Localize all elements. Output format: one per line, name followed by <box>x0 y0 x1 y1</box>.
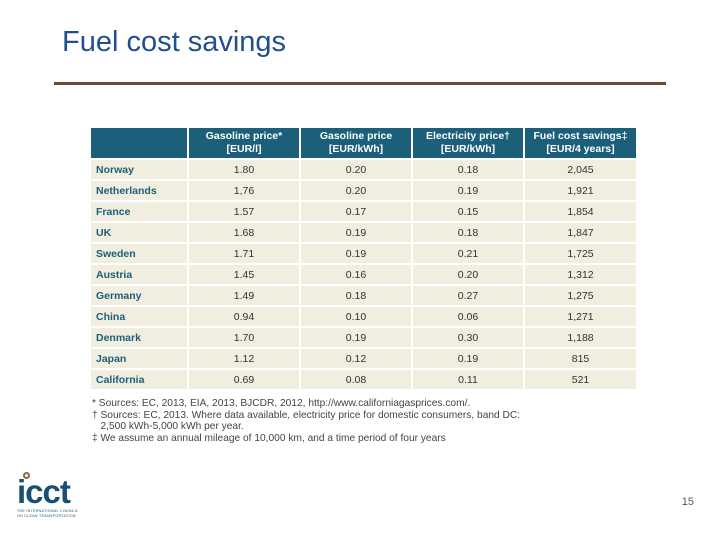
header-label: Electricity price† <box>425 130 511 142</box>
table-cell: 2,045 <box>525 160 636 179</box>
title-divider <box>54 82 666 85</box>
header-unit: [EUR/kWh] <box>440 143 496 155</box>
header-unit: [EUR/l] <box>226 143 262 155</box>
table-cell: 0.27 <box>413 286 523 305</box>
table-cell: 0.18 <box>301 286 411 305</box>
country-cell: Netherlands <box>91 181 187 200</box>
table-cell: 0.16 <box>301 265 411 284</box>
table-cell: 1,847 <box>525 223 636 242</box>
table-cell: 1,76 <box>189 181 299 200</box>
country-cell: California <box>91 370 187 389</box>
footnote-gasoline-sources: * Sources: EC, 2013, EIA, 2013, BJCDR, 2… <box>92 398 471 409</box>
header-unit: [EUR/4 years] <box>546 143 615 155</box>
table-cell: 0.19 <box>301 223 411 242</box>
table-cell: 815 <box>525 349 636 368</box>
slide-title: Fuel cost savings <box>62 26 287 58</box>
table-cell: 0.17 <box>301 202 411 221</box>
header-label: Gasoline price* <box>205 130 283 142</box>
table-cell: 1.49 <box>189 286 299 305</box>
table-header-row: Gasoline price* [EUR/l] Gasoline price [… <box>91 128 636 158</box>
header-unit: [EUR/kWh] <box>328 143 384 155</box>
country-cell: France <box>91 202 187 221</box>
table-cell: 0.08 <box>301 370 411 389</box>
table-row: UK 1.68 0.19 0.18 1,847 <box>91 223 636 242</box>
country-cell: Norway <box>91 160 187 179</box>
table-cell: 0.20 <box>301 181 411 200</box>
table-cell: 1,854 <box>525 202 636 221</box>
country-cell: Denmark <box>91 328 187 347</box>
table-row: France 1.57 0.17 0.15 1,854 <box>91 202 636 221</box>
table-cell: 0.20 <box>301 160 411 179</box>
table-row: China 0.94 0.10 0.06 1,271 <box>91 307 636 326</box>
footnote-electricity-sources: † Sources: EC, 2013. Where data availabl… <box>92 409 521 421</box>
table-cell: 1.12 <box>189 349 299 368</box>
table-cell: 0.19 <box>301 328 411 347</box>
table-row: Netherlands 1,76 0.20 0.19 1,921 <box>91 181 636 200</box>
table-cell: 1,921 <box>525 181 636 200</box>
country-cell: Sweden <box>91 244 187 263</box>
table-cell: 1.45 <box>189 265 299 284</box>
footnote-electricity-band: 2,500 kWh-5,000 kWh per year. <box>92 421 244 433</box>
table-cell: 1,271 <box>525 307 636 326</box>
table-cell: 1.70 <box>189 328 299 347</box>
table-cell: 0.19 <box>413 349 523 368</box>
table-cell: 0.20 <box>413 265 523 284</box>
table-cell: 1.80 <box>189 160 299 179</box>
header-country <box>91 128 187 158</box>
table-cell: 521 <box>525 370 636 389</box>
table-row: California 0.69 0.08 0.11 521 <box>91 370 636 389</box>
table-cell: 1.68 <box>189 223 299 242</box>
table-row: Germany 1.49 0.18 0.27 1,275 <box>91 286 636 305</box>
table-row: Sweden 1.71 0.19 0.21 1,725 <box>91 244 636 263</box>
table-cell: 0.18 <box>413 160 523 179</box>
table-cell: 0.11 <box>413 370 523 389</box>
table-cell: 0.12 <box>301 349 411 368</box>
table-cell: 0.19 <box>413 181 523 200</box>
fuel-cost-table-container: Gasoline price* [EUR/l] Gasoline price [… <box>91 126 636 391</box>
table-footnotes: * Sources: EC, 2013, EIA, 2013, BJCDR, 2… <box>92 398 632 444</box>
country-cell: Austria <box>91 265 187 284</box>
logo-tagline-2: ON CLEAN TRANSPORTATION <box>17 514 76 519</box>
fuel-cost-table: Gasoline price* [EUR/l] Gasoline price [… <box>89 126 638 391</box>
table-cell: 1,188 <box>525 328 636 347</box>
table-cell: 1,725 <box>525 244 636 263</box>
table-cell: 1,275 <box>525 286 636 305</box>
logo-dot-icon <box>23 472 30 479</box>
logo-tagline-1: THE INTERNATIONAL COUNCIL <box>17 509 79 513</box>
table-cell: 0.94 <box>189 307 299 326</box>
header-gasoline-price-liter: Gasoline price* [EUR/l] <box>189 128 299 158</box>
country-cell: China <box>91 307 187 326</box>
table-cell: 0.10 <box>301 307 411 326</box>
header-gasoline-price-kwh: Gasoline price [EUR/kWh] <box>301 128 411 158</box>
header-fuel-cost-savings: Fuel cost savings‡ [EUR/4 years] <box>525 128 636 158</box>
country-cell: Germany <box>91 286 187 305</box>
table-row: Denmark 1.70 0.19 0.30 1,188 <box>91 328 636 347</box>
table-cell: 1.57 <box>189 202 299 221</box>
table-cell: 1.71 <box>189 244 299 263</box>
table-row: Norway 1.80 0.20 0.18 2,045 <box>91 160 636 179</box>
table-cell: 0.19 <box>301 244 411 263</box>
country-cell: Japan <box>91 349 187 368</box>
table-cell: 0.06 <box>413 307 523 326</box>
page-number: 15 <box>681 496 694 508</box>
country-cell: UK <box>91 223 187 242</box>
icct-logo: icct THE INTERNATIONAL COUNCIL ON CLEAN … <box>17 472 89 519</box>
table-row: Japan 1.12 0.12 0.19 815 <box>91 349 636 368</box>
table-row: Austria 1.45 0.16 0.20 1,312 <box>91 265 636 284</box>
header-label: Gasoline price <box>319 130 393 142</box>
table-cell: 0.30 <box>413 328 523 347</box>
table-cell: 0.21 <box>413 244 523 263</box>
table-cell: 0.69 <box>189 370 299 389</box>
logo-wordmark: icct <box>17 473 71 510</box>
table-cell: 0.18 <box>413 223 523 242</box>
table-cell: 0.15 <box>413 202 523 221</box>
table-cell: 1,312 <box>525 265 636 284</box>
footnote-mileage-assumption: ‡ We assume an annual mileage of 10,000 … <box>92 432 446 444</box>
header-label: Fuel cost savings‡ <box>533 130 628 142</box>
header-electricity-price: Electricity price† [EUR/kWh] <box>413 128 523 158</box>
